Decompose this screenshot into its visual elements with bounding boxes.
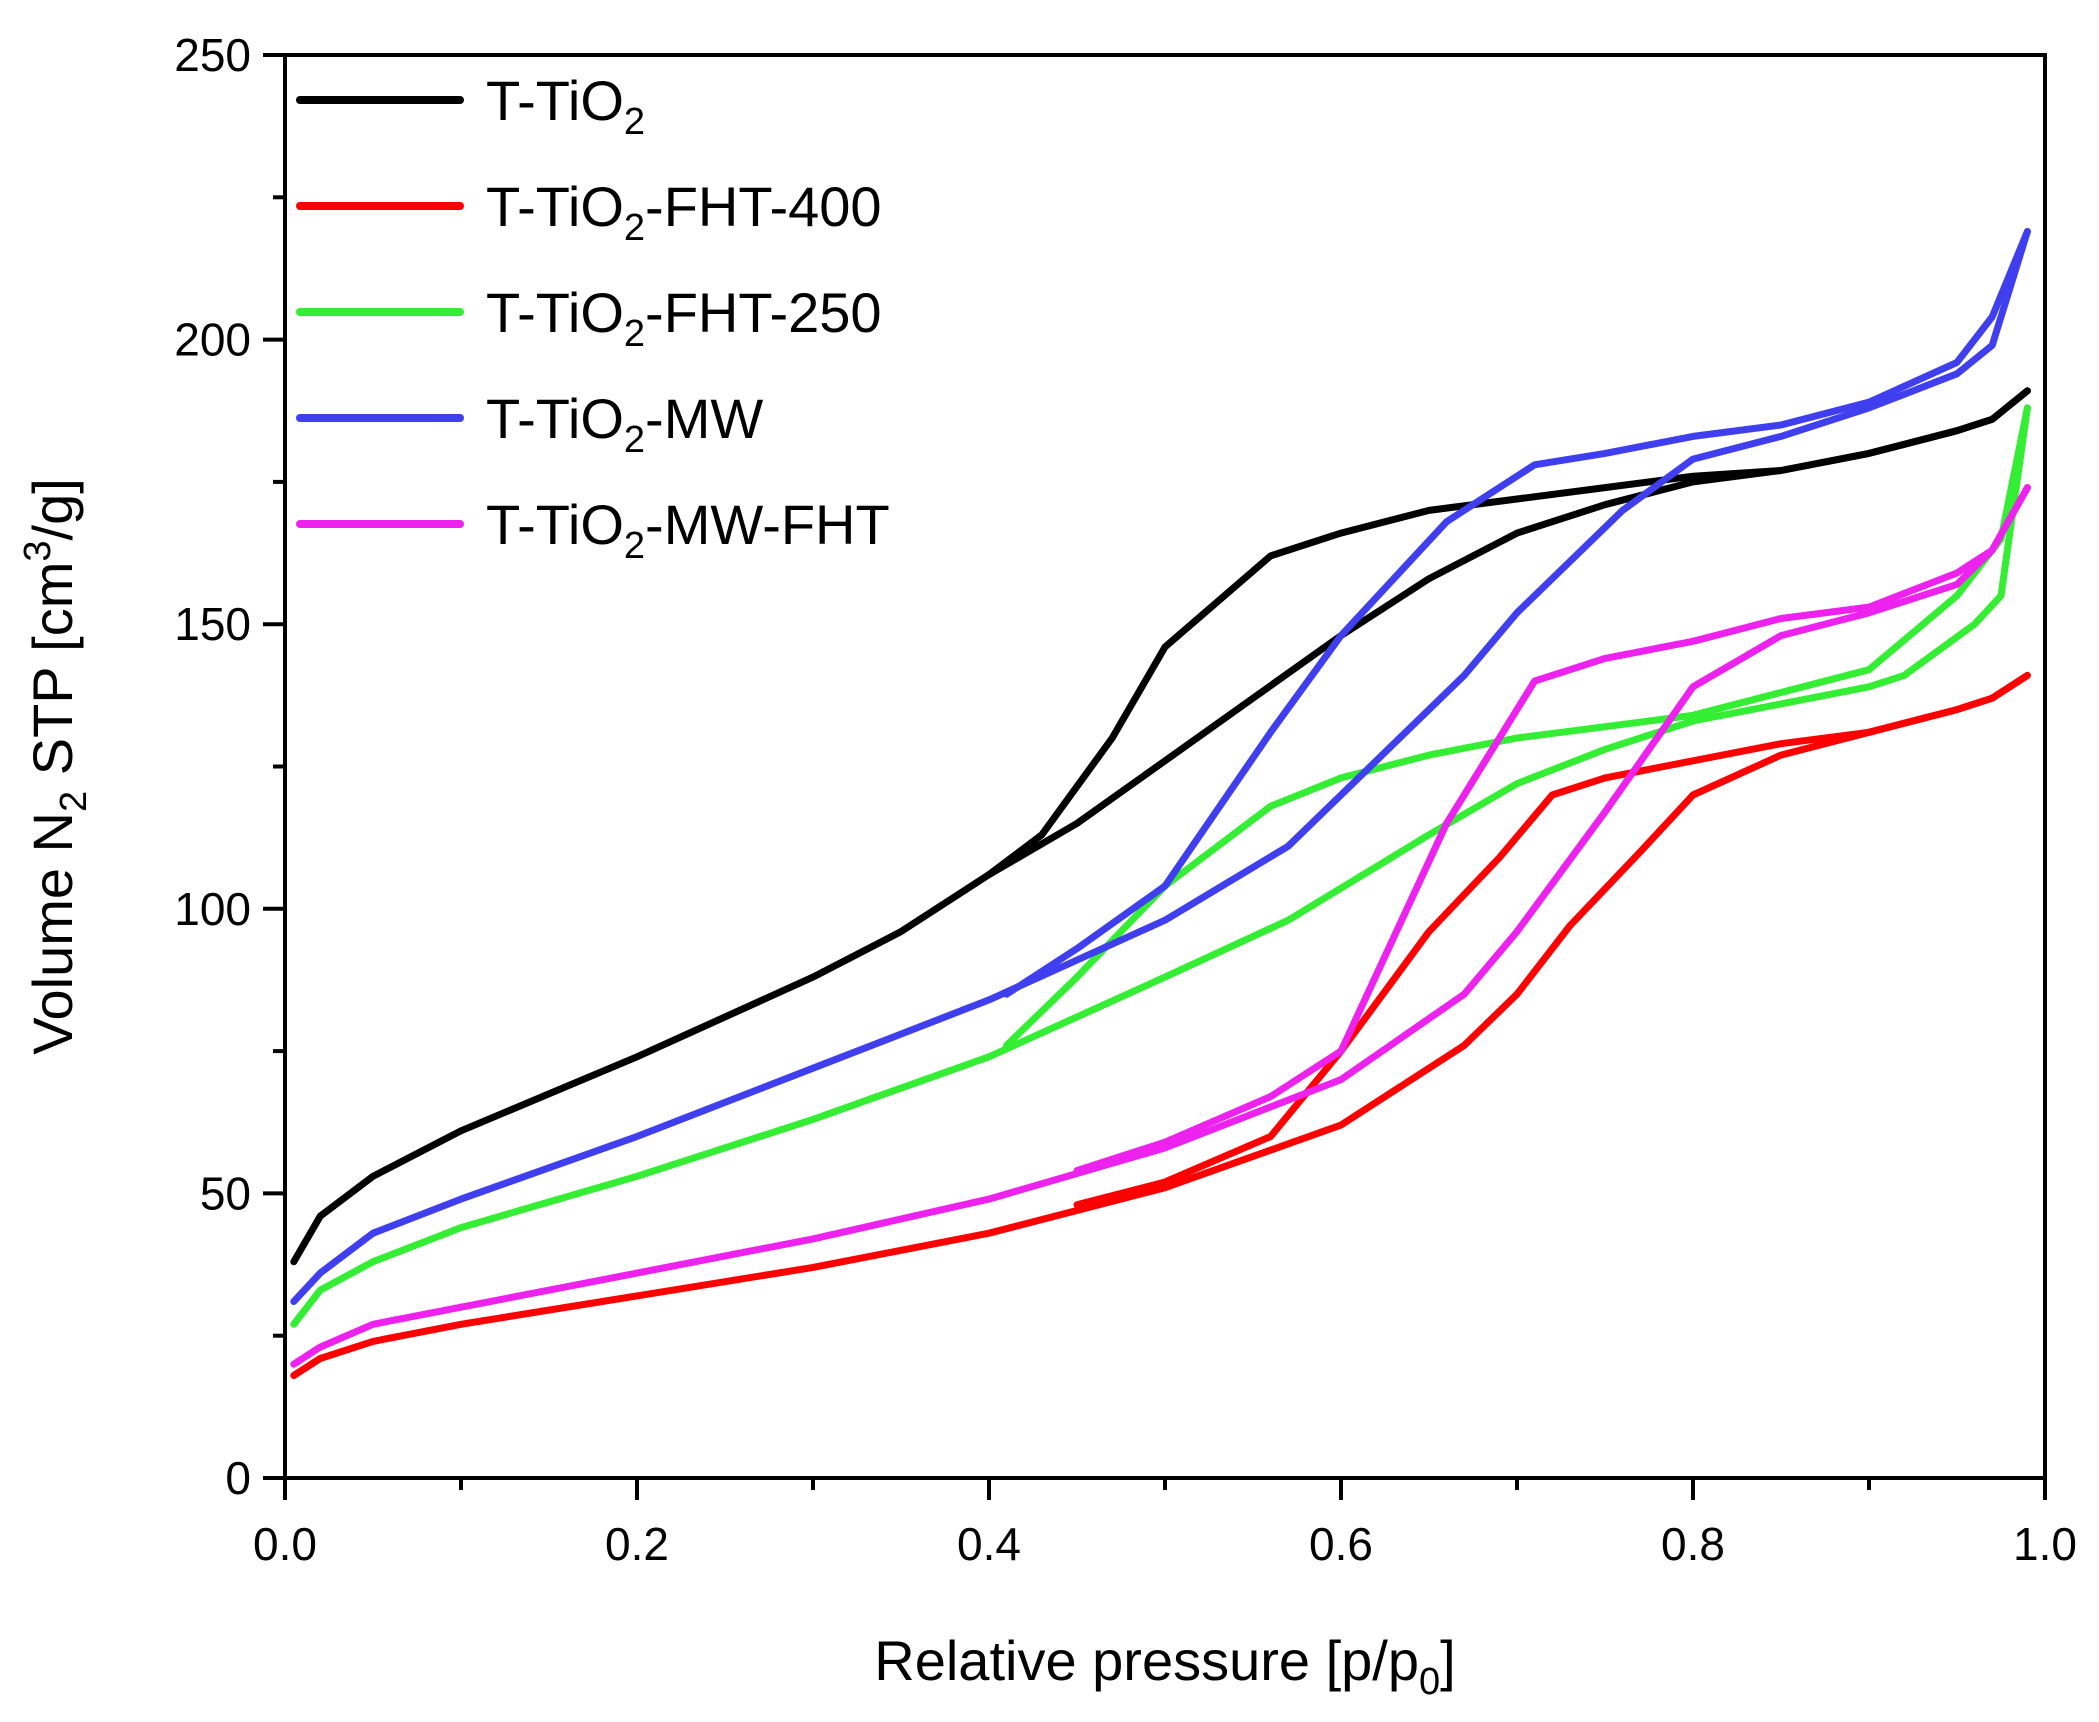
legend-label-main: T-TiO (486, 281, 624, 344)
y-tick-label: 150 (174, 598, 251, 650)
legend-label-suffix: -MW-FHT (645, 493, 890, 556)
series-0-desorption-line (985, 387, 2031, 879)
series-1-desorption-line (1073, 671, 2031, 1209)
legend-label-sub: 2 (624, 313, 645, 355)
legend-label-main: T-TiO (486, 69, 624, 132)
series-2-desorption-line (1003, 404, 2031, 1049)
legend-label-4: T-TiO2-MW-FHT (486, 493, 890, 567)
legend-label-0: T-TiO2 (486, 69, 645, 143)
legend-label-sub: 2 (624, 101, 645, 143)
x-axis-title-end: ] (1440, 1629, 1456, 1692)
legend-label-main: T-TiO (486, 493, 624, 556)
legend-label-2: T-TiO2-FHT-250 (486, 281, 882, 355)
x-tick-label: 0.2 (605, 1518, 669, 1570)
y-axis-title-sup: 3 (17, 540, 59, 561)
x-tick-label: 0.8 (1661, 1518, 1725, 1570)
y-axis-title-sub: 2 (53, 791, 95, 812)
x-axis-title-sub: 0 (1419, 1661, 1440, 1703)
legend-label-sub: 2 (624, 419, 645, 461)
series-4-desorption-line (1073, 484, 2031, 1175)
legend-label-suffix: -FHT-400 (645, 175, 882, 238)
legend-label-sub: 2 (624, 525, 645, 567)
y-tick-label: 200 (174, 314, 251, 366)
series-layer (290, 228, 2031, 1379)
legend: T-TiO2T-TiO2-FHT-400T-TiO2-FHT-250T-TiO2… (296, 69, 890, 567)
y-tick-label: 100 (174, 883, 251, 935)
series-3-adsorption-line (290, 228, 2031, 1305)
series-4-adsorption-line (290, 484, 2031, 1368)
x-tick-label: 0.0 (253, 1518, 317, 1570)
x-axis-title-main: Relative pressure [p/p (874, 1629, 1419, 1692)
legend-label-suffix: -MW (645, 387, 763, 450)
x-tick-label: 1.0 (2013, 1518, 2077, 1570)
x-tick-label: 0.4 (957, 1518, 1021, 1570)
legend-label-1: T-TiO2-FHT-400 (486, 175, 882, 249)
legend-label-main: T-TiO (486, 387, 624, 450)
legend-label-sub: 2 (624, 207, 645, 249)
y-axis-title-a: Volume N (21, 812, 84, 1055)
plot-frame (283, 53, 2047, 1480)
ticks-layer: 0.0 0.2 0.4 0.6 0.8 1.0 0 50 100 150 200 250 (174, 29, 2077, 1570)
y-tick-label: 0 (225, 1452, 251, 1504)
y-axis-title-c: /g] (21, 478, 84, 540)
series-2-adsorption-line (290, 404, 2031, 1328)
y-axis-title-b: STP [cm (21, 562, 84, 791)
x-tick-label: 0.6 (1309, 1518, 1373, 1570)
series-1-adsorption-line (290, 671, 2031, 1379)
legend-label-main: T-TiO (486, 175, 624, 238)
series-3-desorption-line (1003, 228, 2031, 998)
y-tick-label: 250 (174, 29, 251, 81)
legend-label-3: T-TiO2-MW (486, 387, 763, 461)
x-axis-title: Relative pressure [p/p0] (874, 1629, 1455, 1703)
y-tick-label: 50 (200, 1167, 251, 1219)
y-axis-title: Volume N2 STP [cm3/g] (17, 478, 95, 1055)
legend-label-suffix: -FHT-250 (645, 281, 882, 344)
